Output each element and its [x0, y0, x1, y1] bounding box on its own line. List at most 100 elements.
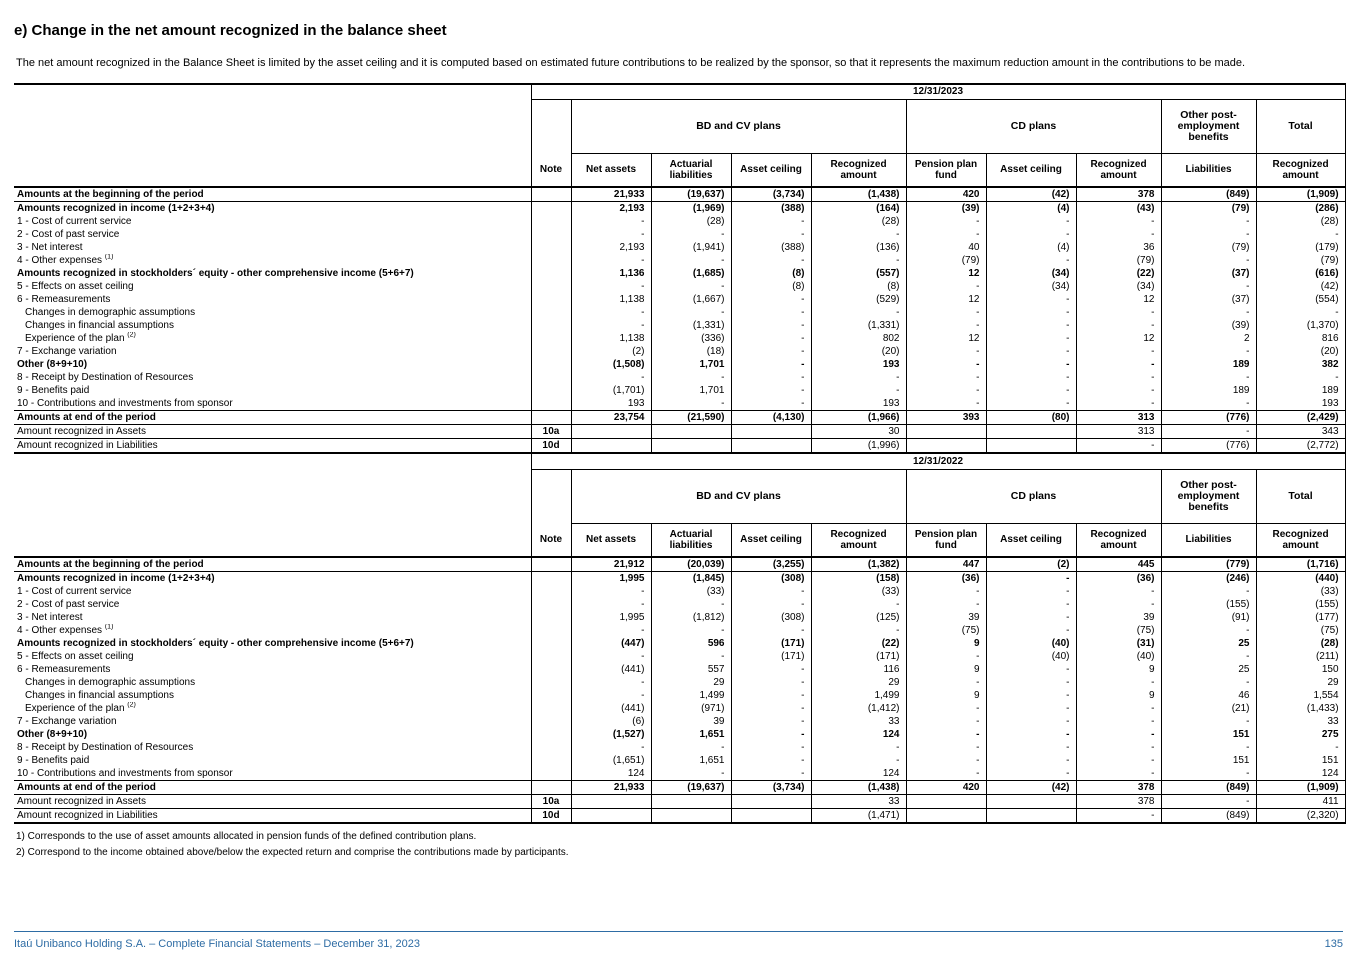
value-cell: -	[650, 624, 731, 637]
value-cell: (1,471)	[810, 808, 906, 824]
value-cell: (1,941)	[650, 241, 731, 254]
column-header: Pension plan fund	[905, 523, 986, 558]
value-cell: -	[985, 293, 1076, 306]
value-cell: (75)	[1075, 624, 1161, 637]
value-cell: -	[1160, 741, 1256, 754]
value-cell: -	[985, 741, 1076, 754]
row-label: Experience of the plan (2)	[25, 332, 136, 344]
value-cell: (155)	[1160, 598, 1256, 611]
value-cell: -	[1075, 598, 1161, 611]
table-row: 2 - Cost of past service - - - - - - - (155) (155…	[14, 598, 1346, 611]
value-cell: 124	[1255, 767, 1346, 781]
value-cell: (1,651)	[570, 754, 651, 767]
value-cell: 12	[905, 293, 986, 306]
value-cell: -	[570, 280, 651, 293]
value-cell: 29	[810, 676, 906, 689]
value-cell: 1,554	[1255, 689, 1346, 702]
note-ref	[530, 780, 571, 795]
value-cell: (79)	[1160, 241, 1256, 254]
value-cell: (2,320)	[1255, 808, 1346, 824]
value-cell: -	[985, 332, 1076, 345]
group-header: CD plans	[905, 99, 1161, 154]
note-column-spacer	[530, 99, 571, 153]
table-row: Other (8+9+10) (1,527) 1,651-124- - -151 275	[14, 728, 1346, 741]
row-label: Amounts recognized in income (1+2+3+4)	[17, 573, 215, 584]
table-row: Amounts recognized in income (1+2+3+4) 1,…	[14, 571, 1346, 585]
period-date-label: 12/31/2023	[530, 83, 1346, 100]
note-ref	[530, 741, 571, 754]
value-cell: 275	[1255, 728, 1346, 741]
value-cell: -	[1160, 228, 1256, 241]
value-cell: -	[730, 384, 811, 397]
value-cell: -	[650, 397, 731, 411]
row-label: 5 - Effects on asset ceiling	[17, 281, 134, 292]
note-ref	[530, 397, 571, 411]
row-label: Amounts at end of the period	[14, 410, 531, 425]
value-cell: -	[905, 384, 986, 397]
value-cell: -	[905, 371, 986, 384]
header-spacer	[14, 454, 531, 558]
row-label: 8 - Receipt by Destination of Resources	[17, 742, 194, 753]
row-label: 3 - Net interest	[17, 612, 83, 623]
table-body: Amounts at the beginning of the period 21…	[14, 187, 1346, 454]
value-cell: (22)	[810, 637, 906, 650]
value-cell: (1,716)	[1255, 557, 1346, 572]
value-cell: (1,382)	[810, 557, 906, 572]
value-cell: -	[1160, 254, 1256, 267]
row-label: 2 - Cost of past service	[17, 599, 120, 610]
value-cell: (246)	[1160, 571, 1256, 585]
value-cell: (308)	[730, 611, 811, 624]
note-ref: 10a	[530, 794, 571, 809]
value-cell: 151	[1160, 754, 1256, 767]
value-cell: 189	[1255, 384, 1346, 397]
value-cell: (3,734)	[730, 187, 811, 202]
value-cell: -	[905, 741, 986, 754]
value-cell: -	[730, 702, 811, 715]
page-number: 135	[1324, 938, 1343, 950]
value-cell: -	[1075, 438, 1161, 454]
value-cell: (1,331)	[650, 319, 731, 332]
note-ref: 10d	[530, 438, 571, 454]
value-cell: (171)	[730, 637, 811, 650]
value-cell: -	[1075, 702, 1161, 715]
value-cell: (1,667)	[650, 293, 731, 306]
value-cell: 9	[905, 689, 986, 702]
value-cell: -	[650, 650, 731, 663]
value-cell: -	[985, 689, 1076, 702]
value-cell: (34)	[1075, 280, 1161, 293]
note-ref: 10d	[530, 808, 571, 824]
value-cell: (8)	[730, 267, 811, 280]
value-cell: (2,429)	[1255, 410, 1346, 425]
value-cell: -	[1160, 280, 1256, 293]
value-cell: -	[650, 741, 731, 754]
value-cell: (1,909)	[1255, 780, 1346, 795]
table-row: Amounts at the beginning of the period 21…	[14, 187, 1346, 202]
value-cell: 445	[1075, 557, 1161, 572]
note-ref	[530, 598, 571, 611]
value-cell: -	[570, 371, 651, 384]
page-footer: Itaú Unibanco Holding S.A. – Complete Fi…	[14, 931, 1343, 950]
table-row: 8 - Receipt by Destination of Resources -…	[14, 371, 1346, 384]
row-label: 7 - Exchange variation	[17, 716, 117, 727]
value-cell: -	[1075, 306, 1161, 319]
value-cell: (388)	[730, 241, 811, 254]
value-cell: -	[985, 306, 1076, 319]
value-cell: -	[570, 319, 651, 332]
row-label: 6 - Remeasurements	[17, 294, 111, 305]
table-row: 1 - Cost of current service - (28) - (28) - - -…	[14, 215, 1346, 228]
value-cell: -	[570, 650, 651, 663]
value-cell: -	[730, 254, 811, 267]
value-cell: -	[905, 702, 986, 715]
note-ref	[530, 557, 571, 572]
table-row: 9 - Benefits paid (1,651) 1,651- - - - -151 151	[14, 754, 1346, 767]
column-header: Net assets	[570, 153, 651, 188]
value-cell: -	[730, 663, 811, 676]
value-cell: -	[730, 676, 811, 689]
row-label: Amount recognized in Assets	[14, 794, 531, 809]
table-header: 12/31/2022 BD and CV plans CD plans Other p…	[14, 454, 1346, 558]
value-cell: 9	[1075, 663, 1161, 676]
note-ref	[530, 358, 571, 371]
value-cell: 151	[1255, 754, 1346, 767]
value-cell: (21,590)	[650, 410, 731, 425]
value-cell: 21,912	[570, 557, 651, 572]
